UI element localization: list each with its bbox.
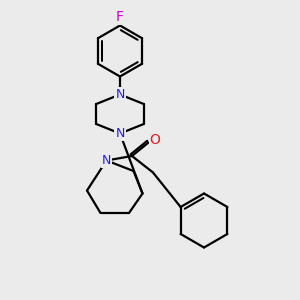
Text: O: O	[150, 133, 160, 147]
Text: N: N	[115, 127, 125, 140]
Text: F: F	[116, 10, 124, 24]
Text: N: N	[115, 88, 125, 101]
Text: N: N	[102, 154, 111, 167]
